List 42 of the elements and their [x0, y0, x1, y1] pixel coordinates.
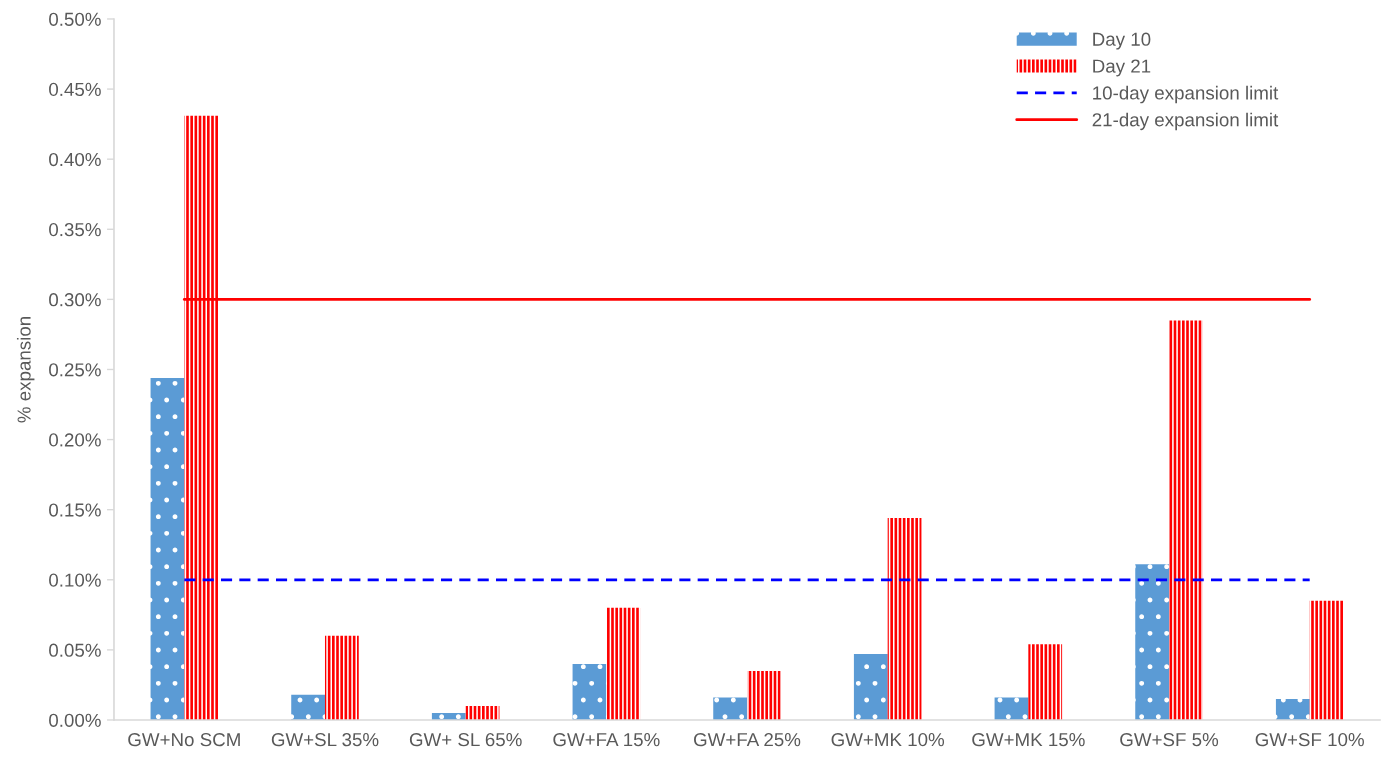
y-tick-label: 0.25% — [49, 363, 101, 377]
bar — [465, 705, 500, 720]
x-tick-label: GW+MK 15% — [972, 732, 1085, 747]
bar — [994, 697, 1029, 720]
bar — [150, 377, 185, 720]
x-tick-label: GW+SL 35% — [271, 732, 379, 747]
y-tick-label: 0.05% — [49, 643, 101, 657]
bar — [887, 518, 922, 720]
bar — [1169, 320, 1203, 720]
bar — [1135, 564, 1170, 720]
legend-label: 21-day expansion limit — [1092, 112, 1279, 131]
x-tick-label: GW+FA 15% — [553, 732, 660, 747]
y-tick-label: 0.50% — [49, 12, 101, 26]
y-tick-label: 0.40% — [49, 152, 101, 167]
y-tick-label: 0.15% — [49, 503, 101, 517]
bar — [572, 663, 607, 720]
y-tick-label: 0.45% — [49, 82, 101, 97]
y-axis-title: % expansion — [16, 317, 35, 423]
x-tick-label: GW+FA 25% — [694, 732, 801, 747]
bar — [747, 670, 781, 720]
x-tick-label: GW+SF 10% — [1255, 732, 1364, 747]
bar — [184, 115, 219, 720]
bar — [1309, 600, 1344, 720]
x-tick-label: GW+No SCM — [128, 732, 240, 747]
legend-label: Day 21 — [1093, 59, 1151, 77]
bar — [291, 694, 325, 720]
y-tick-label: 0.10% — [49, 573, 101, 587]
y-tick-label: 0.35% — [49, 222, 101, 237]
y-tick-label: 0.00% — [49, 713, 101, 727]
x-tick-label: GW+ SL 65% — [409, 732, 522, 747]
bar — [713, 697, 747, 720]
legend-label: Day 10 — [1093, 32, 1151, 50]
bar — [1028, 644, 1063, 720]
bar — [606, 607, 641, 720]
bar — [853, 654, 888, 720]
y-tick-label: 0.30% — [49, 293, 101, 307]
x-tick-label: GW+SF 5% — [1120, 732, 1219, 747]
y-tick-label: 0.20% — [49, 433, 101, 447]
bar — [1275, 698, 1310, 720]
legend-label: 10-day expansion limit — [1093, 85, 1279, 104]
bar — [324, 635, 359, 720]
x-tick-label: GW+MK 10% — [831, 732, 945, 747]
